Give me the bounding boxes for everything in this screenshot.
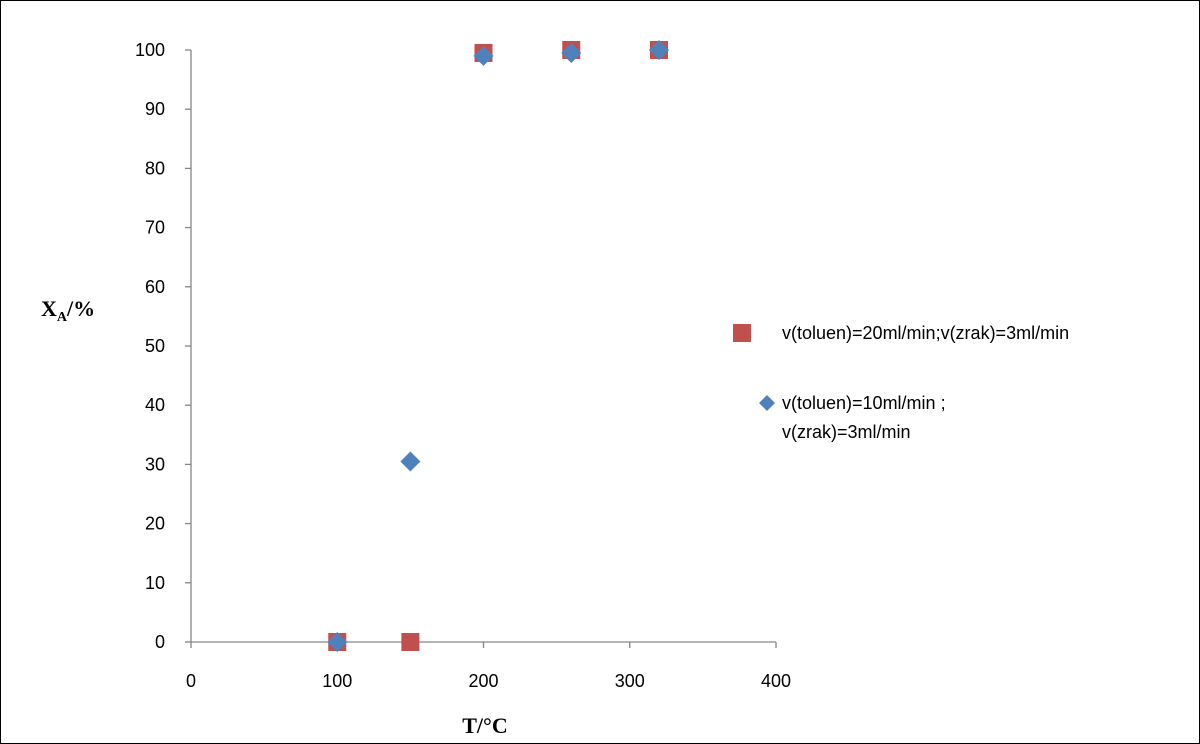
legend-label: v(zrak)=3ml/min (782, 422, 911, 442)
data-points (327, 40, 669, 652)
legend: v(toluen)=20ml/min;v(zrak)=3ml/min v(tolu… (733, 323, 1069, 442)
data-point (327, 632, 348, 652)
x-tick-label: 400 (761, 671, 791, 691)
y-axis-title-main: X (41, 296, 57, 321)
y-tick-label: 10 (145, 573, 165, 593)
y-axis-title-suffix: /% (66, 296, 95, 321)
legend-marker (733, 324, 751, 342)
data-point (400, 451, 421, 472)
legend-marker (759, 395, 775, 411)
x-tick-label: 300 (615, 671, 645, 691)
y-tick-label: 20 (145, 514, 165, 534)
tick-labels: 0 10 20 30 40 50 60 70 80 90 100 0 100 200 300 400 (135, 40, 791, 691)
y-tick-label: 100 (135, 40, 165, 60)
legend-item-1: v(toluen)=20ml/min;v(zrak)=3ml/min (733, 323, 1069, 343)
x-tick-label: 200 (468, 671, 498, 691)
axes (185, 49, 777, 648)
data-point (649, 40, 669, 60)
y-tick-label: 70 (145, 218, 165, 238)
y-tick-label: 40 (145, 395, 165, 415)
x-tick-label: 0 (186, 671, 196, 691)
legend-label: v(toluen)=10ml/min ; (782, 393, 946, 413)
y-axis-title-subscript: A (57, 310, 68, 325)
y-tick-label: 50 (145, 336, 165, 356)
series-2 (327, 40, 669, 652)
x-axis-title: T/°C (462, 713, 507, 738)
y-tick-label: 60 (145, 277, 165, 297)
data-point (473, 45, 494, 66)
y-tick-label: 90 (145, 99, 165, 119)
data-point (401, 633, 420, 651)
y-axis-title: XA/% (41, 296, 95, 325)
legend-label: v(toluen)=20ml/min;v(zrak)=3ml/min (782, 323, 1069, 343)
y-tick-label: 0 (155, 632, 165, 652)
data-point (561, 42, 582, 63)
y-tick-label: 30 (145, 454, 165, 474)
y-tick-label: 80 (145, 158, 165, 178)
series-1 (328, 41, 668, 651)
x-tick-label: 100 (322, 671, 352, 691)
legend-item-2: v(toluen)=10ml/min ; v(zrak)=3ml/min (759, 393, 946, 442)
